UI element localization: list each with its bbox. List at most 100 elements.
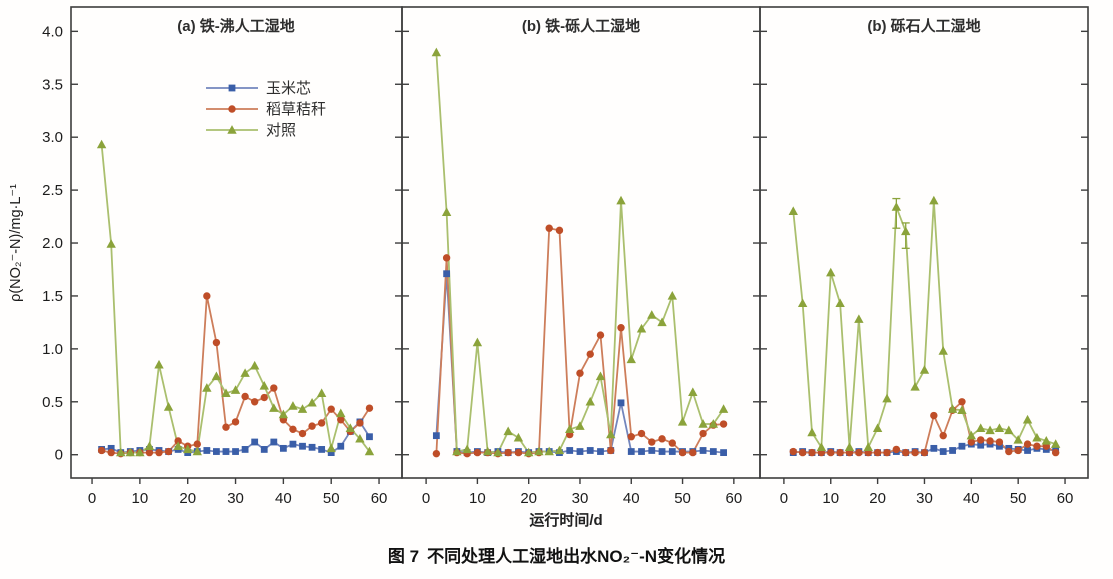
series-marker-2	[957, 405, 967, 414]
series-marker-0	[327, 449, 335, 456]
series-marker-2	[788, 206, 798, 215]
series-marker-2	[441, 207, 452, 217]
series-marker-1	[555, 226, 564, 235]
series-marker-1	[939, 431, 947, 440]
x-tick-label: 10	[822, 490, 839, 507]
series-marker-1	[855, 448, 863, 457]
series-marker-1	[958, 398, 966, 406]
series-marker-2	[985, 425, 995, 435]
series-marker-0	[627, 448, 635, 455]
series-marker-2	[708, 419, 719, 428]
series-marker-2	[183, 444, 193, 454]
series-marker-1	[967, 438, 976, 446]
series-marker-0	[699, 447, 707, 454]
series-marker-0	[668, 448, 676, 455]
series-marker-0	[251, 438, 259, 446]
series-marker-1	[586, 350, 594, 358]
panel-border	[759, 6, 1089, 479]
series-marker-2	[863, 442, 873, 452]
series-marker-2	[1004, 425, 1014, 435]
legend-item-label: 玉米芯	[266, 80, 311, 97]
series-marker-2	[288, 401, 298, 410]
series-marker-2	[647, 310, 657, 319]
series-marker-0	[318, 446, 326, 453]
series-marker-2	[1032, 432, 1042, 442]
series-line-1	[793, 400, 1057, 454]
series-marker-1	[260, 393, 268, 402]
series-marker-2	[297, 404, 308, 413]
series-marker-2	[947, 404, 958, 413]
series-marker-2	[355, 433, 365, 443]
series-marker-2	[163, 402, 174, 411]
panel-b-title: (b) 铁-砾人工湿地	[522, 17, 640, 35]
series-marker-1	[658, 435, 666, 443]
series-marker-2	[797, 298, 808, 308]
series-marker-1	[699, 429, 707, 438]
series-marker-2	[513, 432, 524, 442]
series-marker-0	[308, 443, 316, 451]
y-tick-label: 0.5	[42, 394, 63, 411]
series-marker-1	[174, 437, 182, 445]
series-marker-1	[504, 448, 512, 457]
series-marker-1	[231, 418, 240, 426]
caption-number: 图 7	[387, 547, 420, 566]
series-marker-2	[154, 359, 164, 369]
series-marker-1	[1014, 446, 1022, 455]
y-axis-label: ρ(NO₂⁻-N)/mg·L⁻¹	[8, 184, 24, 302]
series-marker-2	[891, 202, 902, 211]
series-marker-1	[1005, 447, 1013, 456]
series-marker-1	[442, 254, 451, 262]
series-marker-1	[827, 448, 835, 457]
legend-triangle-icon	[227, 125, 237, 134]
series-marker-2	[523, 447, 534, 457]
series-marker-2	[688, 387, 698, 396]
x-tick-label: 30	[572, 490, 589, 507]
legend-square-icon	[228, 84, 236, 92]
series-marker-2	[565, 424, 575, 434]
series-marker-2	[595, 371, 606, 381]
series-marker-2	[872, 423, 883, 432]
series-marker-2	[230, 385, 241, 394]
series-marker-2	[718, 404, 729, 413]
series-marker-2	[1050, 439, 1061, 448]
series-marker-2	[240, 368, 250, 377]
y-tick-label: 3.5	[42, 76, 63, 93]
x-tick-label: 20	[869, 490, 886, 507]
series-marker-2	[854, 314, 864, 323]
series-marker-2	[919, 365, 930, 374]
series-marker-2	[657, 317, 667, 327]
x-tick-label: 0	[422, 490, 430, 507]
series-marker-0	[222, 448, 230, 455]
y-tick-label: 3.0	[42, 129, 63, 146]
series-marker-2	[677, 417, 688, 426]
series-marker-2	[173, 441, 183, 450]
series-marker-2	[994, 423, 1005, 432]
series-marker-2	[125, 447, 136, 457]
series-marker-1	[836, 448, 844, 457]
series-marker-2	[259, 381, 269, 390]
series-marker-1	[473, 448, 482, 457]
series-marker-1	[808, 448, 816, 457]
series-marker-1	[203, 292, 211, 300]
series-marker-1	[976, 436, 985, 444]
series-marker-2	[452, 446, 462, 456]
series-marker-2	[135, 447, 145, 457]
panel-c: 0 10 20 30 40 50 60	[759, 6, 1089, 507]
series-marker-1	[1023, 440, 1032, 448]
panel-border	[70, 6, 403, 479]
series-marker-2	[667, 291, 677, 300]
series-marker-2	[278, 409, 289, 419]
series-marker-0	[443, 270, 451, 278]
series-marker-0	[958, 442, 966, 450]
y-tick-label: 1.5	[42, 288, 63, 305]
series-marker-2	[966, 430, 977, 440]
series-marker-1	[920, 448, 929, 457]
series-marker-0	[597, 448, 604, 455]
series-marker-1	[356, 419, 364, 427]
series-marker-2	[910, 382, 920, 391]
series-marker-1	[627, 433, 635, 441]
caption-text: 不同处理人工湿地出水NO₂⁻-N变化情况	[427, 547, 726, 566]
series-marker-1	[107, 448, 115, 457]
series-marker-2	[249, 360, 260, 370]
